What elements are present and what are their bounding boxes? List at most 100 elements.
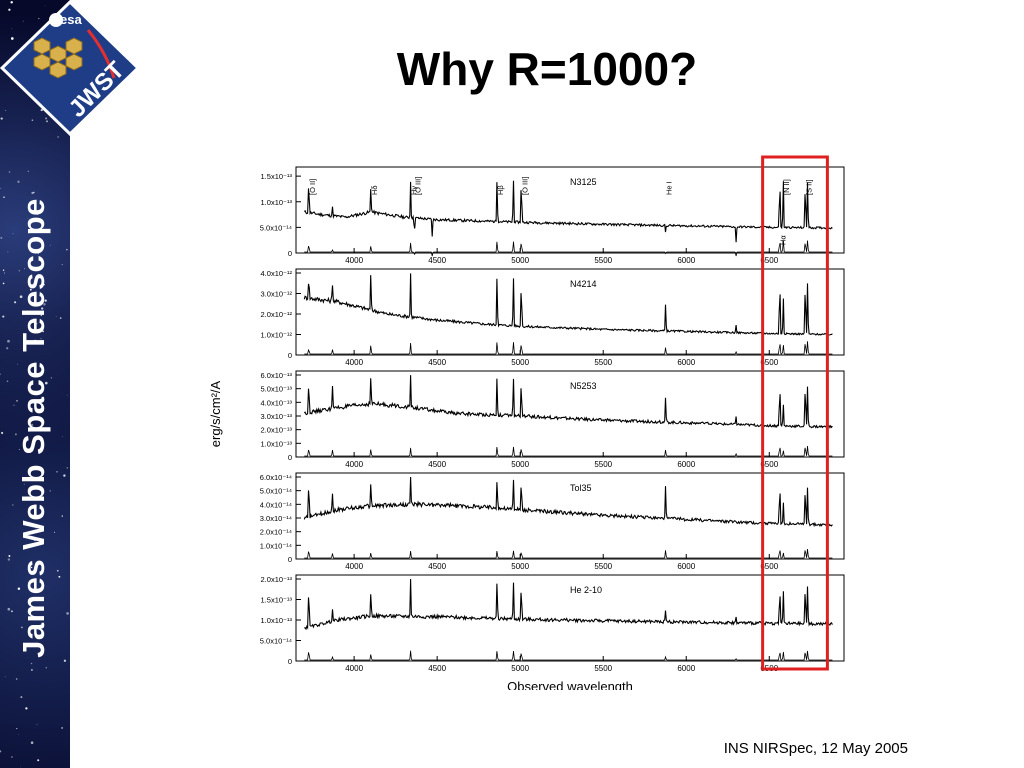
- x-tick-label: 6500: [760, 562, 778, 571]
- spectrum-line: [304, 578, 833, 631]
- panel-frame: [295, 370, 845, 458]
- y-tick-label: 2.0x10⁻¹³: [261, 575, 293, 584]
- star: [43, 283, 45, 286]
- panel-name: N3125: [570, 177, 597, 187]
- star: [0, 750, 2, 753]
- star: [40, 314, 42, 317]
- y-tick-label: 1.5x10⁻¹³: [261, 596, 293, 605]
- y-tick-label: 1.0x10⁻¹³: [261, 198, 293, 207]
- x-tick-label: 4000: [345, 358, 363, 367]
- star: [46, 120, 48, 123]
- y-tick-label: 5.0x10⁻¹⁴: [260, 637, 292, 646]
- line-annotation: Hδ: [370, 185, 379, 195]
- star: [61, 515, 63, 517]
- star: [18, 270, 20, 272]
- star: [0, 236, 3, 239]
- star: [30, 421, 32, 423]
- x-tick-label: 6000: [677, 256, 695, 265]
- spectra-figure: 0 5.0x10⁻¹⁴ 1.0x10⁻¹³ 1.5x10⁻¹³ 4000 4500 5000…: [208, 155, 845, 690]
- logo-swoosh: [86, 29, 116, 79]
- y-tick-label: 6.0x10⁻¹³: [261, 371, 293, 380]
- star: [20, 696, 23, 699]
- star: [36, 723, 38, 725]
- star: [30, 662, 33, 665]
- star: [28, 537, 32, 540]
- x-tick-label: 5000: [511, 358, 529, 367]
- star: [40, 506, 42, 509]
- spectrum-residual: [304, 445, 833, 457]
- y-tick-label: 2.0x10⁻¹³: [261, 426, 293, 435]
- star: [6, 347, 9, 350]
- star: [0, 117, 3, 120]
- y-tick-label: 1.0x10⁻¹²: [261, 331, 293, 340]
- sidebar: James Webb Space Telescope: [0, 0, 70, 768]
- star: [33, 339, 37, 343]
- star: [7, 607, 11, 611]
- star: [11, 28, 13, 30]
- line-annotation: Hβ: [496, 185, 505, 195]
- star: [16, 728, 18, 730]
- y-tick-label: 6.0x10⁻¹⁴: [260, 473, 292, 482]
- star: [2, 282, 5, 285]
- y-tick-label: 3.0x10⁻¹³: [261, 412, 293, 421]
- y-tick-label: 5.0x10⁻¹⁴: [260, 487, 292, 496]
- y-tick-label: 0: [288, 657, 292, 666]
- mirror-icon: [33, 37, 83, 79]
- star: [59, 317, 62, 319]
- star: [3, 272, 6, 274]
- x-tick-label: 6000: [677, 562, 695, 571]
- spectrum-panel: 0 5.0x10⁻¹⁴ 1.0x10⁻¹³ 1.5x10⁻¹³ 4000 4500 5000…: [260, 166, 845, 265]
- star: [18, 449, 20, 451]
- star: [66, 248, 68, 251]
- star: [66, 394, 68, 396]
- star: [61, 727, 63, 729]
- star: [17, 180, 20, 183]
- line-annotation: [O II]: [308, 179, 317, 195]
- star: [42, 330, 44, 333]
- x-tick-label: 5500: [594, 460, 612, 469]
- star: [31, 191, 34, 195]
- star: [40, 109, 43, 112]
- star: [10, 37, 14, 40]
- star: [38, 435, 40, 437]
- star: [17, 587, 21, 591]
- y-tick-label: 1.0x10⁻¹⁴: [260, 541, 292, 550]
- star: [14, 433, 17, 436]
- line-annotation: [O III]: [520, 177, 529, 195]
- x-tick-label: 4000: [345, 460, 363, 469]
- star: [63, 474, 66, 477]
- star: [31, 119, 34, 122]
- star: [7, 339, 10, 343]
- star: [30, 388, 32, 390]
- star: [16, 399, 18, 402]
- star: [12, 233, 14, 234]
- star: [12, 504, 14, 506]
- y-tick-label: 3.0x10⁻¹²: [261, 290, 293, 299]
- jwst-logo: esa JWST: [0, 0, 141, 137]
- x-tick-label: 4500: [428, 664, 446, 673]
- panel-name: N4214: [570, 279, 597, 289]
- star: [13, 404, 15, 406]
- star: [56, 470, 58, 473]
- y-tick-label: 5.0x10⁻¹³: [261, 385, 293, 394]
- star: [29, 288, 32, 291]
- star: [27, 217, 29, 219]
- star: [40, 338, 42, 340]
- star: [33, 318, 34, 319]
- line-annotation: Hγ: [410, 186, 419, 195]
- x-tick-label: 5500: [594, 358, 612, 367]
- esa-badge: [49, 13, 63, 27]
- star: [55, 316, 57, 317]
- star: [2, 315, 5, 318]
- spectrum-residual: [304, 650, 833, 661]
- x-tick-label: 5000: [511, 562, 529, 571]
- star: [45, 5, 47, 7]
- star: [30, 741, 34, 744]
- star: [30, 668, 33, 671]
- star: [22, 20, 24, 22]
- star: [49, 490, 51, 492]
- x-tick-label: 5500: [594, 562, 612, 571]
- y-tick-label: 2.0x10⁻¹²: [261, 310, 293, 319]
- star: [38, 17, 40, 20]
- panel-frame: [295, 574, 845, 662]
